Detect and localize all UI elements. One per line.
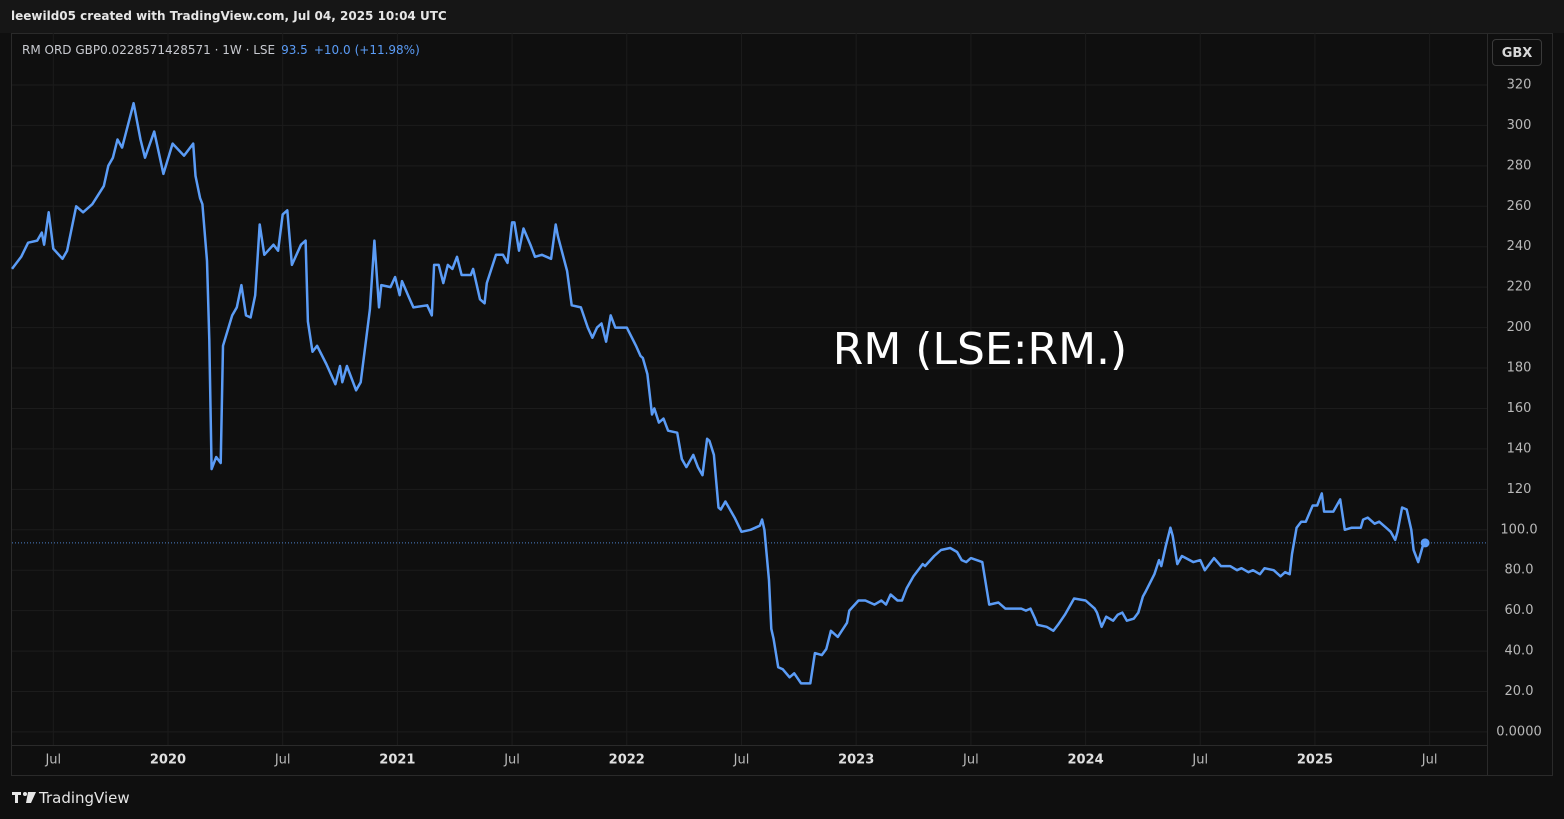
y-tick-label: 40.0: [1505, 644, 1534, 659]
y-tick-label: 80.0: [1505, 563, 1534, 578]
watermark: RM (LSE:RM.): [833, 324, 1127, 375]
logo-icon: [12, 792, 36, 803]
y-tick-label: 180: [1507, 361, 1532, 376]
y-tick-label: 20.0: [1505, 684, 1534, 699]
y-tick-label: 240: [1507, 239, 1532, 254]
header-bar: [0, 0, 1564, 33]
x-tick-label: 2020: [150, 753, 186, 768]
x-tick-label: 2024: [1067, 753, 1103, 768]
logo-part: [23, 792, 27, 796]
chart-frame: [11, 33, 1553, 776]
x-tick-label: 2021: [379, 753, 415, 768]
change-percent: (+11.98%): [354, 43, 420, 57]
logo-part: [15, 792, 18, 803]
symbol: RM ORD GBP0.0228571428571 · 1W · LSE: [22, 43, 276, 57]
currency-button[interactable]: GBX: [1492, 39, 1542, 66]
y-tick-label: 200: [1507, 320, 1532, 335]
x-tick-label: Jul: [962, 753, 979, 768]
price: 93.5: [281, 43, 308, 57]
x-tick-label: Jul: [1421, 753, 1438, 768]
y-tick-label: 220: [1507, 280, 1532, 295]
x-tick-label: Jul: [274, 753, 291, 768]
y-tick-label: 320: [1507, 77, 1532, 92]
y-tick-label: 260: [1507, 199, 1532, 214]
y-tick-label: 140: [1507, 441, 1532, 456]
y-tick-label: 0.0000: [1496, 724, 1542, 739]
price-line: [11, 101, 1427, 685]
footer-logo: TradingView: [39, 789, 130, 807]
x-tick-label: 2022: [609, 753, 645, 768]
x-tick-label: Jul: [44, 753, 61, 768]
y-tick-label: 280: [1507, 158, 1532, 173]
x-tick-label: 2023: [838, 753, 874, 768]
y-tick-label: 300: [1507, 118, 1532, 133]
change: +10.0: [313, 43, 351, 57]
last-point: [1420, 538, 1430, 548]
header-text: leewild05 created with TradingView.com, …: [11, 9, 447, 23]
axes: 320 300 280 260 240 220 200 180 160 140 120 100.0 80…: [44, 77, 1541, 767]
x-tick-label: Jul: [1191, 753, 1208, 768]
logo-part: [26, 792, 36, 803]
x-tick-label: Jul: [733, 753, 750, 768]
y-tick-label: 100.0: [1500, 522, 1537, 537]
y-tick-label: 120: [1507, 482, 1532, 497]
legend: RM ORD GBP0.0228571428571 · 1W · LSE 93.5…: [22, 43, 420, 57]
y-tick-label: 60.0: [1505, 603, 1534, 618]
plot: [11, 101, 1487, 685]
x-tick-label: Jul: [503, 753, 520, 768]
y-tick-label: 160: [1507, 401, 1532, 416]
grid: [12, 33, 1487, 745]
x-tick-label: 2025: [1297, 753, 1333, 768]
